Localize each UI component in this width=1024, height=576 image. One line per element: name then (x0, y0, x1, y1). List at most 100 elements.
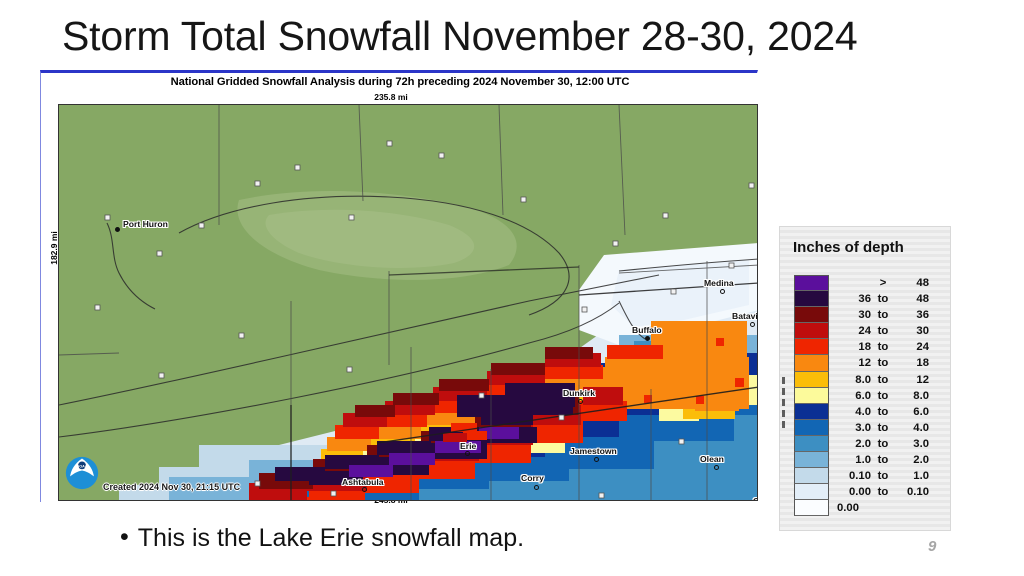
legend-range-text: 2.0 to 3.0 (835, 436, 929, 452)
city-marker-icon (115, 227, 120, 232)
legend-color-swatch (794, 468, 829, 485)
city-marker-icon (645, 336, 650, 341)
legend-range-high: 48 (916, 277, 929, 289)
legend-side-marks (782, 377, 790, 428)
legend-range-high: 2.0 (913, 454, 929, 467)
legend-range-text: >48 (835, 275, 929, 291)
legend-color-swatch (794, 323, 829, 340)
legend-range-text: 6.0 to 8.0 (835, 388, 929, 404)
legend-range-low: 0.10 (849, 470, 871, 483)
legend-range-text: 0.10 to 1.0 (835, 468, 929, 484)
legend-color-swatch (794, 419, 829, 436)
legend-range-connector: to (877, 389, 889, 402)
legend-range-connector (871, 500, 895, 516)
legend-range-high: 36 (916, 309, 929, 322)
legend-range-low: 12 (858, 357, 871, 370)
legend-range-connector: to (877, 373, 889, 386)
legend-range-low: 2.0 (855, 437, 871, 450)
map-header-text: National Gridded Snowfall Analysis durin… (170, 76, 630, 88)
legend-row: 8.0 to 12 (794, 371, 944, 388)
legend-range-text: 36 to 48 (835, 291, 929, 307)
legend-color-swatch (794, 387, 829, 404)
legend-range-high: 4.0 (913, 421, 929, 434)
legend-range-connector: to (877, 454, 889, 467)
legend-panel: Inches of depth >48 36 to 48 30 to 36 24 to 30 18 t… (779, 226, 951, 531)
legend-range-low: 24 (858, 325, 871, 338)
legend-rows: >48 36 to 48 30 to 36 24 to 30 18 to 24 12 to 18 8.0 to 12… (794, 275, 944, 517)
legend-range-text: 1.0 to 2.0 (835, 452, 929, 468)
legend-range-text: 3.0 to 4.0 (835, 420, 929, 436)
legend-row: 18 to 24 (794, 339, 944, 356)
legend-row: 30 to 36 (794, 307, 944, 324)
legend-row: 3.0 to 4.0 (794, 419, 944, 436)
legend-range-high: 24 (916, 341, 929, 354)
city-marker-icon (750, 322, 755, 327)
legend-color-swatch (794, 403, 829, 420)
city-marker-icon (362, 487, 367, 492)
legend-color-swatch (794, 355, 829, 372)
noaa-logo-text: NOAA (77, 464, 88, 468)
legend-range-text: 4.0 to 6.0 (835, 404, 929, 420)
bullet-marker-icon: • (120, 523, 129, 551)
legend-color-swatch (794, 307, 829, 324)
legend-range-connector: to (877, 341, 889, 354)
legend-color-swatch (794, 339, 829, 356)
map-scale-top-label: 235.8 mi (374, 92, 408, 102)
legend-row: 2.0 to 3.0 (794, 435, 944, 453)
legend-range-high: 12 (916, 373, 929, 386)
legend-title: Inches of depth (793, 239, 904, 256)
legend-row: 0.00 to 0.10 (794, 484, 944, 501)
legend-range-low: 8.0 (855, 373, 871, 386)
legend-range-connector: > (879, 277, 887, 289)
city-marker-icon (465, 451, 470, 456)
map-raster (59, 105, 757, 500)
legend-range-high: 1.0 (913, 470, 929, 483)
legend-row: 12 to 18 (794, 355, 944, 372)
legend-row: 0.10 to 1.0 (794, 468, 944, 485)
city-marker-icon (578, 399, 583, 404)
noaa-logo-icon: NOAA (65, 456, 99, 490)
legend-range-text: 12 to 18 (835, 355, 929, 371)
legend-range-low: 18 (858, 341, 871, 354)
snowfall-map-figure: National Gridded Snowfall Analysis durin… (40, 70, 758, 505)
legend-row: 24 to 30 (794, 323, 944, 340)
legend-range-text: 8.0 to 12 (835, 372, 929, 388)
city-marker-icon (714, 465, 719, 470)
legend-range-text: 24 to 30 (835, 323, 929, 339)
legend-range-low: 1.0 (855, 454, 871, 467)
bullet-text: This is the Lake Erie snowfall map. (137, 524, 525, 552)
legend-range-high: 8.0 (913, 389, 929, 402)
legend-range-connector: to (877, 309, 889, 322)
legend-range-low: 4.0 (855, 405, 871, 418)
legend-range-text: 0.00 to 0.10 (835, 484, 929, 500)
legend-row: 4.0 to 6.0 (794, 403, 944, 420)
created-timestamp: Created 2024 Nov 30, 21:15 UTC (103, 482, 241, 492)
legend-range-connector: to (877, 437, 889, 450)
legend-range-text: 30 to 36 (835, 307, 929, 323)
page-number: 9 (928, 538, 937, 555)
legend-range-connector: to (877, 470, 889, 483)
legend-range-low (835, 275, 871, 291)
legend-range-connector: to (877, 293, 889, 306)
legend-row: 6.0 to 8.0 (794, 387, 944, 404)
legend-range-high: 48 (916, 293, 929, 306)
legend-range-high: 18 (916, 357, 929, 370)
legend-range-connector: to (877, 486, 889, 499)
legend-color-swatch (794, 452, 829, 469)
legend-range-high: 30 (916, 325, 929, 338)
legend-row: >48 (794, 275, 944, 292)
legend-color-swatch (794, 275, 829, 292)
legend-range-high: 3.0 (913, 437, 929, 450)
legend-range-low: 36 (858, 293, 871, 306)
legend-range-high: 6.0 (913, 405, 929, 418)
page-title: Storm Total Snowfall November 28-30, 202… (62, 13, 858, 59)
city-marker-icon (594, 457, 599, 462)
legend-color-swatch (794, 291, 829, 308)
bullet-line: • This is the Lake Erie snowfall map. (120, 524, 524, 553)
legend-color-swatch (794, 435, 829, 453)
legend-range-low: 0.00 (849, 486, 871, 499)
city-marker-icon (534, 485, 539, 490)
legend-range-connector: to (877, 421, 889, 434)
legend-row: 1.0 to 2.0 (794, 452, 944, 469)
